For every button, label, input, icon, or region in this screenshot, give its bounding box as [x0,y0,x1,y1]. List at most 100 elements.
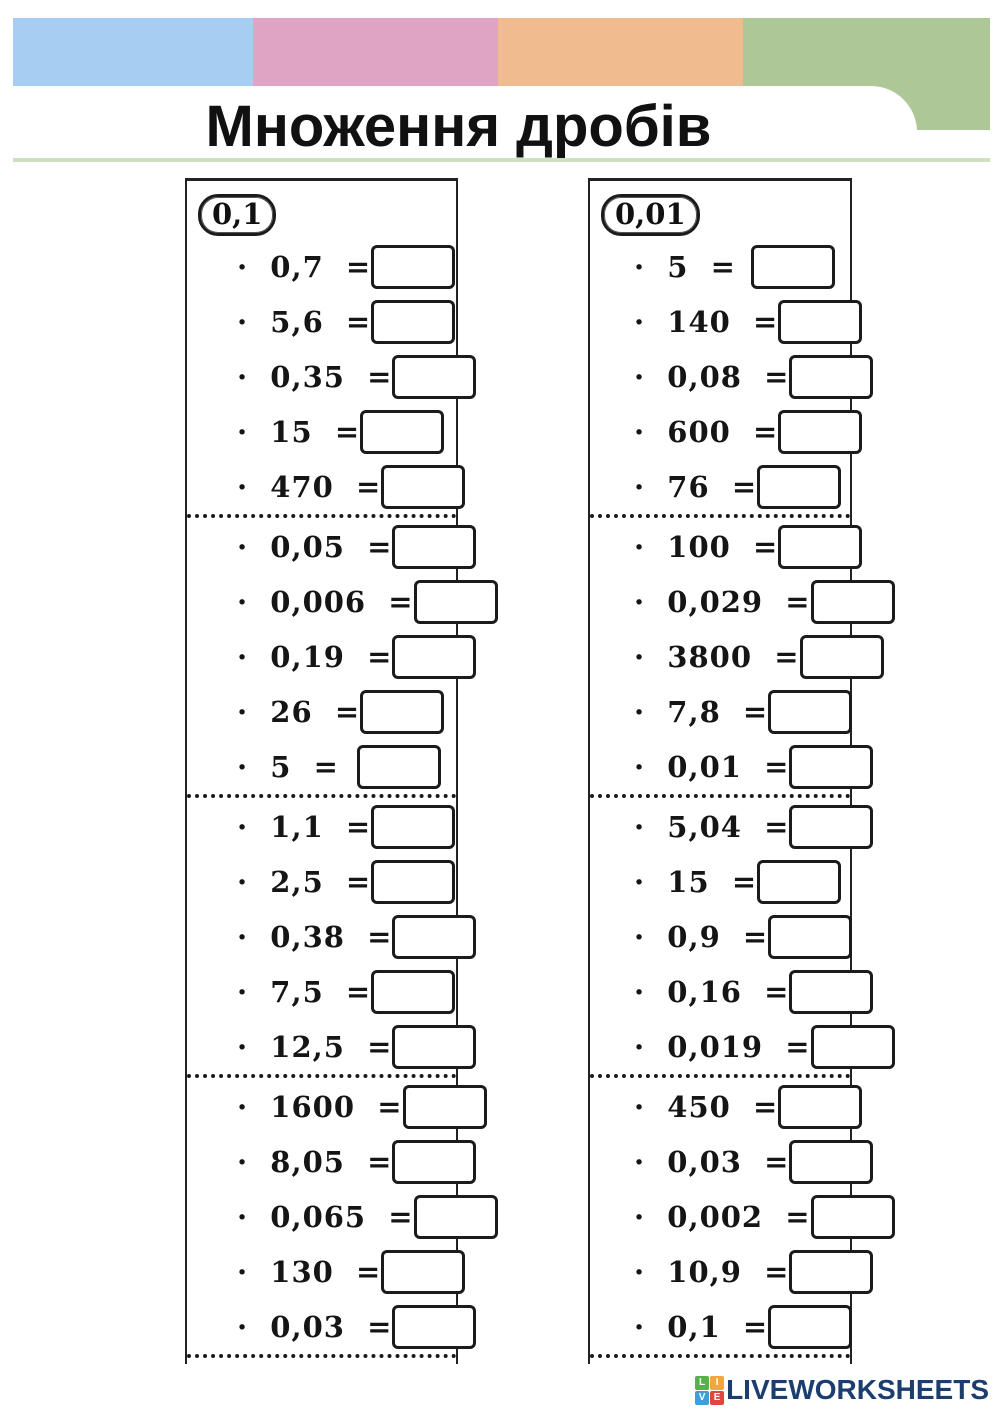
worksheet-column-0-1: 0,1 · 0,7 = · 5,6 = · 0,35 = · 15 = · 470 = ·… [185,178,498,1364]
answer-input[interactable] [751,244,835,289]
title-band: Множення дробів [0,86,917,166]
problem-row: · 0,7 = [187,239,456,294]
answer-input[interactable] [392,524,477,569]
answer-input[interactable] [757,464,842,509]
problem-label: · 0,08 = [634,359,790,394]
problem-label: · 0,19 = [237,639,393,674]
problem-row: · 0,029 = [590,574,895,629]
answer-input[interactable] [381,1249,466,1294]
problem-row: · 0,006 = [187,574,498,629]
answer-input[interactable] [392,354,477,399]
header-bar-blue [13,18,253,86]
answer-input[interactable] [810,1024,895,1069]
answer-input[interactable] [810,1194,895,1239]
multiplier-badge: 0,1 [198,194,277,236]
answer-input[interactable] [371,969,456,1014]
page-title: Множення дробів [205,93,712,159]
answer-input[interactable] [392,634,477,679]
answer-input[interactable] [402,1084,487,1129]
answer-input[interactable] [778,409,863,454]
problem-row: · 140 = [590,294,863,349]
answer-input[interactable] [789,744,874,789]
problem-label: · 0,002 = [634,1199,811,1234]
problem-label: · 0,7 = [237,249,372,284]
problem-row: · 100 = [590,519,863,574]
problem-label: · 10,9 = [634,1254,790,1289]
problem-label: · 0,1 = [634,1309,769,1344]
answer-input[interactable] [413,1194,498,1239]
answer-input[interactable] [789,804,874,849]
answer-input[interactable] [778,299,863,344]
problem-group: · 0,05 = · 0,006 = · 0,19 = · 26 = · 5 = [187,518,498,798]
answer-input[interactable] [757,859,842,904]
multiplier-badge: 0,01 [601,194,700,236]
problem-label: · 0,9 = [634,919,769,954]
answer-input[interactable] [789,1139,874,1184]
answer-input[interactable] [413,579,498,624]
answer-input[interactable] [360,409,445,454]
problem-row: · 3800 = [590,629,884,684]
problem-row: · 1600 = [187,1079,487,1134]
problem-row: · 10,9 = [590,1244,874,1299]
problem-label: · 8,05 = [237,1144,393,1179]
answer-input[interactable] [789,969,874,1014]
answer-input[interactable] [371,859,456,904]
problem-label: · 0,38 = [237,919,393,954]
answer-input[interactable] [810,579,895,624]
answer-input[interactable] [768,1304,853,1349]
problem-row: · 0,16 = [590,964,874,1019]
answer-input[interactable] [371,299,456,344]
problem-label: · 5 = [237,749,339,784]
problem-row: · 600 = [590,404,863,459]
problem-group: · 100 = · 0,029 = · 3800 = · 7,8 = · 0,01 = [590,518,895,798]
answer-input[interactable] [789,1249,874,1294]
problem-label: · 0,065 = [237,1199,414,1234]
answer-input[interactable] [789,354,874,399]
answer-input[interactable] [392,1139,477,1184]
answer-input[interactable] [381,464,466,509]
problem-row: · 0,03 = [187,1299,477,1354]
answer-input[interactable] [768,914,853,959]
answer-input[interactable] [799,634,884,679]
problem-label: · 3800 = [634,639,800,674]
problem-label: · 5,04 = [634,809,790,844]
problem-label: · 0,03 = [634,1144,790,1179]
problem-row: · 12,5 = [187,1019,477,1074]
answer-input[interactable] [357,744,441,789]
problem-row: · 15 = [187,404,456,459]
answer-input[interactable] [371,244,456,289]
problem-row: · 15 = [590,854,850,909]
problem-group: · 450 = · 0,03 = · 0,002 = · 10,9 = · 0,1 = [590,1078,895,1358]
problem-row: · 5 = [187,739,456,794]
problem-row: · 450 = [590,1079,863,1134]
answer-input[interactable] [778,1084,863,1129]
problem-row: · 0,38 = [187,909,477,964]
problem-label: · 0,01 = [634,749,790,784]
answer-input[interactable] [371,804,456,849]
answer-input[interactable] [778,524,863,569]
problem-group: · 1600 = · 8,05 = · 0,065 = · 130 = · 0,03 = [187,1078,498,1358]
logo-square-e: E [710,1390,725,1405]
problem-label: · 0,03 = [237,1309,393,1344]
problem-label: · 7,5 = [237,974,372,1009]
problem-label: · 100 = [634,529,779,564]
answer-input[interactable] [360,689,445,734]
problem-row: · 0,19 = [187,629,477,684]
problem-row: · 2,5 = [187,854,456,909]
problem-group: · 5,04 = · 15 = · 0,9 = · 0,16 = · 0,019 = [590,798,895,1078]
problem-row: · 0,35 = [187,349,477,404]
answer-input[interactable] [392,914,477,959]
problem-groups: · 5 = · 140 = · 0,08 = · 600 = · 76 = · 100 =… [590,238,895,1358]
answer-input[interactable] [392,1304,477,1349]
problem-row: · 7,5 = [187,964,456,1019]
problem-row: · 0,08 = [590,349,874,404]
problem-row: · 5 = [590,239,850,294]
problem-row: · 5,04 = [590,799,874,854]
answer-input[interactable] [768,689,853,734]
answer-input[interactable] [392,1024,477,1069]
problem-row: · 130 = [187,1244,466,1299]
problem-row: · 0,065 = [187,1189,498,1244]
problem-label: · 450 = [634,1089,779,1124]
